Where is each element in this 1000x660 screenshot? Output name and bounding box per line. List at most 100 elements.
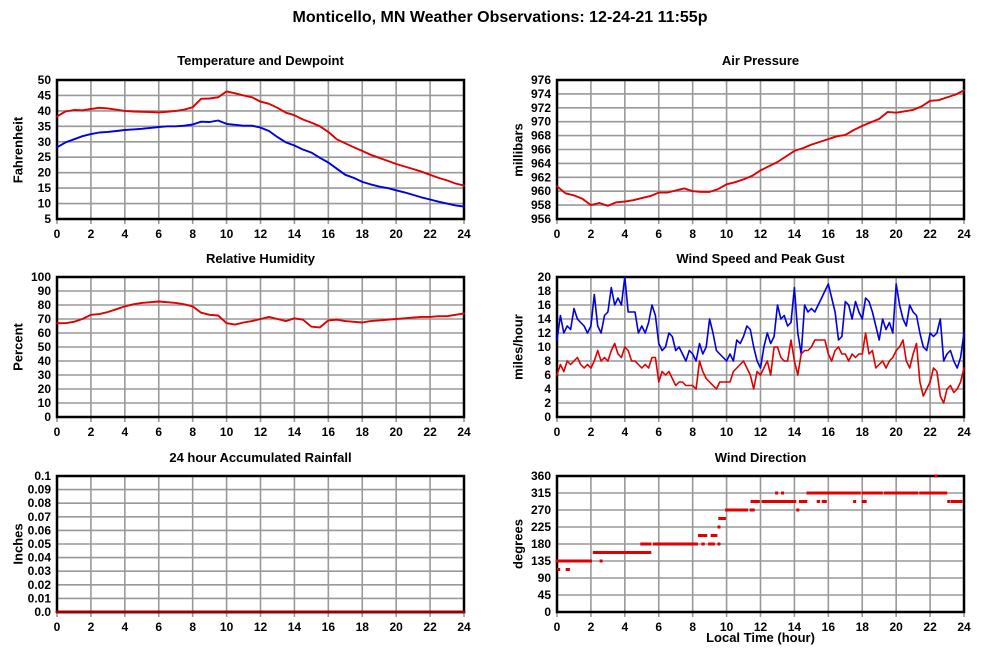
svg-text:964: 964 xyxy=(531,156,551,170)
svg-text:24: 24 xyxy=(457,425,471,439)
svg-text:16: 16 xyxy=(822,425,836,439)
svg-text:60: 60 xyxy=(38,326,52,340)
svg-text:30: 30 xyxy=(38,368,52,382)
svg-text:10: 10 xyxy=(220,425,234,439)
svg-text:35: 35 xyxy=(38,119,52,133)
svg-text:18: 18 xyxy=(356,425,370,439)
chart-title-relative-humidity: Relative Humidity xyxy=(205,251,316,266)
svg-text:968: 968 xyxy=(531,129,551,143)
svg-text:14: 14 xyxy=(788,227,802,241)
svg-text:10: 10 xyxy=(538,340,552,354)
svg-text:20: 20 xyxy=(389,425,403,439)
svg-text:25: 25 xyxy=(38,150,52,164)
svg-text:40: 40 xyxy=(38,354,52,368)
svg-text:10: 10 xyxy=(220,227,234,241)
chart-title-air-pressure: Air Pressure xyxy=(721,53,800,68)
svg-text:40: 40 xyxy=(38,104,52,118)
svg-text:6: 6 xyxy=(655,425,662,439)
svg-text:2: 2 xyxy=(588,227,595,241)
svg-text:6: 6 xyxy=(155,227,162,241)
svg-text:45: 45 xyxy=(38,88,52,102)
svg-text:4: 4 xyxy=(621,425,628,439)
svg-text:18: 18 xyxy=(856,620,870,634)
chart-title-wind-direction: Wind Direction xyxy=(714,450,807,465)
svg-text:4: 4 xyxy=(621,620,628,634)
svg-text:20: 20 xyxy=(889,425,903,439)
svg-text:20: 20 xyxy=(889,227,903,241)
svg-text:10: 10 xyxy=(38,197,52,211)
svg-text:0: 0 xyxy=(554,425,561,439)
svg-text:0.06: 0.06 xyxy=(28,523,52,537)
svg-text:0.1: 0.1 xyxy=(34,469,51,483)
svg-text:10: 10 xyxy=(38,396,52,410)
x-axis-label-local-time: Local Time (hour) xyxy=(706,630,815,645)
svg-text:8: 8 xyxy=(189,227,196,241)
svg-text:270: 270 xyxy=(531,503,551,517)
svg-text:4: 4 xyxy=(121,425,128,439)
svg-text:4: 4 xyxy=(544,382,551,396)
chart-title-temperature-dewpoint: Temperature and Dewpoint xyxy=(177,53,344,68)
svg-text:8: 8 xyxy=(189,620,196,634)
svg-text:16: 16 xyxy=(322,425,336,439)
svg-text:18: 18 xyxy=(856,425,870,439)
svg-text:8: 8 xyxy=(689,227,696,241)
svg-text:20: 20 xyxy=(38,382,52,396)
svg-text:16: 16 xyxy=(538,298,552,312)
svg-text:50: 50 xyxy=(38,340,52,354)
svg-text:0.07: 0.07 xyxy=(28,510,52,524)
svg-text:18: 18 xyxy=(356,620,370,634)
svg-text:22: 22 xyxy=(423,425,437,439)
svg-text:5: 5 xyxy=(44,212,51,226)
svg-text:0.04: 0.04 xyxy=(28,551,52,565)
svg-text:14: 14 xyxy=(788,425,802,439)
svg-text:6: 6 xyxy=(155,620,162,634)
svg-text:24: 24 xyxy=(457,620,471,634)
svg-text:20: 20 xyxy=(389,227,403,241)
svg-text:22: 22 xyxy=(923,227,937,241)
chart-title-wind-speed-gust: Wind Speed and Peak Gust xyxy=(676,251,845,266)
svg-text:960: 960 xyxy=(531,184,551,198)
svg-text:962: 962 xyxy=(531,170,551,184)
svg-text:12: 12 xyxy=(754,620,768,634)
svg-text:2: 2 xyxy=(588,620,595,634)
svg-text:20: 20 xyxy=(389,620,403,634)
svg-text:15: 15 xyxy=(38,181,52,195)
svg-text:20: 20 xyxy=(889,620,903,634)
svg-text:45: 45 xyxy=(538,588,552,602)
svg-text:8: 8 xyxy=(689,425,696,439)
svg-text:12: 12 xyxy=(754,425,768,439)
svg-text:6: 6 xyxy=(655,227,662,241)
svg-text:22: 22 xyxy=(423,620,437,634)
svg-text:970: 970 xyxy=(531,115,551,129)
svg-text:24: 24 xyxy=(957,425,971,439)
svg-text:0: 0 xyxy=(54,425,61,439)
svg-text:100: 100 xyxy=(31,270,51,284)
svg-text:24: 24 xyxy=(457,227,471,241)
svg-text:958: 958 xyxy=(531,198,551,212)
svg-text:2: 2 xyxy=(88,620,95,634)
svg-text:225: 225 xyxy=(531,520,551,534)
svg-text:6: 6 xyxy=(544,368,551,382)
svg-text:966: 966 xyxy=(531,143,551,157)
svg-text:0.01: 0.01 xyxy=(28,591,52,605)
svg-text:12: 12 xyxy=(254,227,268,241)
chart-title-rainfall: 24 hour Accumulated Rainfall xyxy=(169,450,352,465)
svg-text:18: 18 xyxy=(856,227,870,241)
svg-text:4: 4 xyxy=(621,227,628,241)
svg-text:976: 976 xyxy=(531,73,551,87)
svg-text:0: 0 xyxy=(554,620,561,634)
svg-text:180: 180 xyxy=(531,537,551,551)
svg-text:16: 16 xyxy=(822,227,836,241)
svg-text:0: 0 xyxy=(44,410,51,424)
svg-text:0.09: 0.09 xyxy=(28,483,52,497)
svg-text:16: 16 xyxy=(322,620,336,634)
svg-text:14: 14 xyxy=(788,620,802,634)
svg-text:972: 972 xyxy=(531,101,551,115)
svg-text:90: 90 xyxy=(538,571,552,585)
svg-text:0.05: 0.05 xyxy=(28,537,52,551)
svg-text:6: 6 xyxy=(155,425,162,439)
svg-text:12: 12 xyxy=(254,425,268,439)
